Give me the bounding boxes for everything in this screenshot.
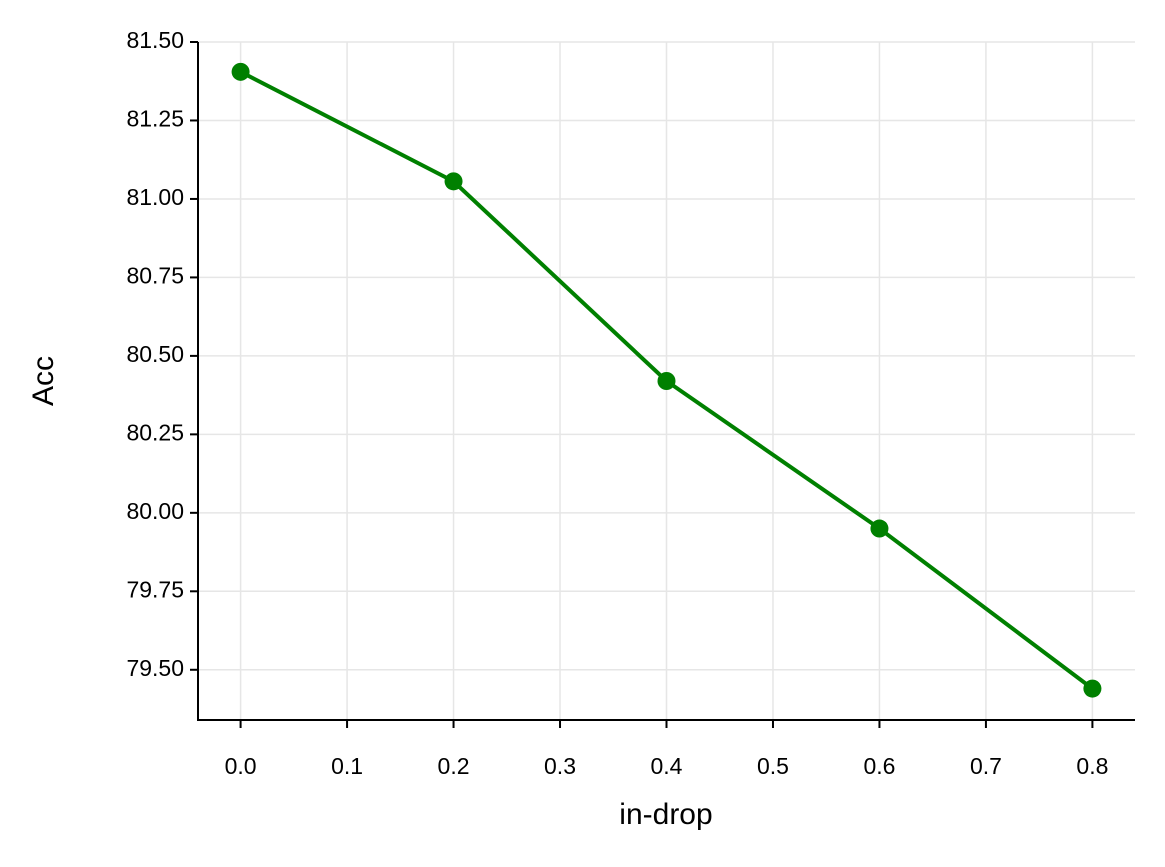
y-tick-label: 80.25: [126, 419, 184, 445]
y-tick-label: 79.50: [126, 655, 184, 681]
point: [231, 62, 250, 81]
x-tick-label: 0.5: [757, 753, 789, 779]
x-tick-label: 0.4: [651, 753, 683, 779]
x-tick-label: 0.8: [1076, 753, 1108, 779]
x-tick-label: 0.2: [438, 753, 470, 779]
x-tick-label: 0.7: [970, 753, 1002, 779]
x-tick-label: 0.0: [225, 753, 257, 779]
point: [870, 519, 889, 538]
y-tick-label: 80.00: [126, 498, 184, 524]
y-tick-label: 80.50: [126, 341, 184, 367]
point: [444, 172, 463, 191]
x-tick-label: 0.3: [544, 753, 576, 779]
point: [1083, 679, 1102, 698]
y-axis-label: Acc: [27, 356, 60, 406]
point: [657, 372, 676, 390]
y-tick-label: 81.50: [126, 27, 184, 53]
y-tick-label: 81.00: [126, 184, 184, 210]
y-tick-label: 79.75: [126, 576, 184, 602]
x-tick-label: 0.6: [863, 753, 895, 779]
y-tick-label: 81.25: [126, 106, 184, 132]
y-tick-label: 80.75: [126, 262, 184, 288]
x-axis-label: in-drop: [619, 798, 712, 831]
x-tick-label: 0.1: [331, 753, 363, 779]
